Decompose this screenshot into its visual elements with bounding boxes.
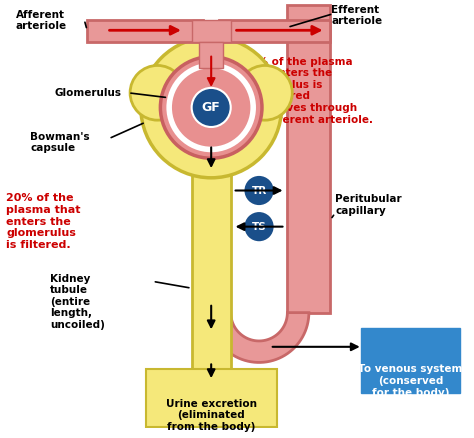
Polygon shape <box>209 313 309 362</box>
Bar <box>87 20 203 42</box>
Bar <box>200 42 223 68</box>
Text: Afferent
arteriole: Afferent arteriole <box>16 10 67 32</box>
Text: Efferent
arteriole: Efferent arteriole <box>331 5 383 26</box>
Circle shape <box>160 57 262 158</box>
Text: 80% of the plasma
that enters the
glomerulus is
not filtered
and leaves through
: 80% of the plasma that enters the glomer… <box>244 57 374 125</box>
Text: Peritubular
capillary: Peritubular capillary <box>335 194 402 216</box>
Text: Glomerulus: Glomerulus <box>55 88 122 98</box>
Text: TR: TR <box>251 186 267 195</box>
Bar <box>191 20 231 42</box>
Circle shape <box>169 65 253 149</box>
Bar <box>219 20 330 42</box>
Circle shape <box>130 65 185 120</box>
Text: Kidney
tubule
(entire
length,
uncoiled): Kidney tubule (entire length, uncoiled) <box>50 274 105 330</box>
Circle shape <box>244 175 274 206</box>
Circle shape <box>244 211 274 242</box>
Text: Urine excretion
(eliminated
from the body): Urine excretion (eliminated from the bod… <box>166 399 257 432</box>
Bar <box>191 64 231 374</box>
Circle shape <box>191 88 231 127</box>
Text: To venous system
(conserved
for the body): To venous system (conserved for the body… <box>358 364 463 398</box>
Text: 20% of the
plasma that
enters the
glomerulus
is filtered.: 20% of the plasma that enters the glomer… <box>6 194 81 250</box>
Bar <box>287 5 330 313</box>
Text: TS: TS <box>252 222 266 232</box>
Circle shape <box>141 37 282 178</box>
FancyBboxPatch shape <box>361 328 460 393</box>
FancyBboxPatch shape <box>146 369 277 427</box>
Circle shape <box>237 65 292 120</box>
Text: GF: GF <box>202 101 220 114</box>
Text: Bowman's
capsule: Bowman's capsule <box>30 132 90 153</box>
